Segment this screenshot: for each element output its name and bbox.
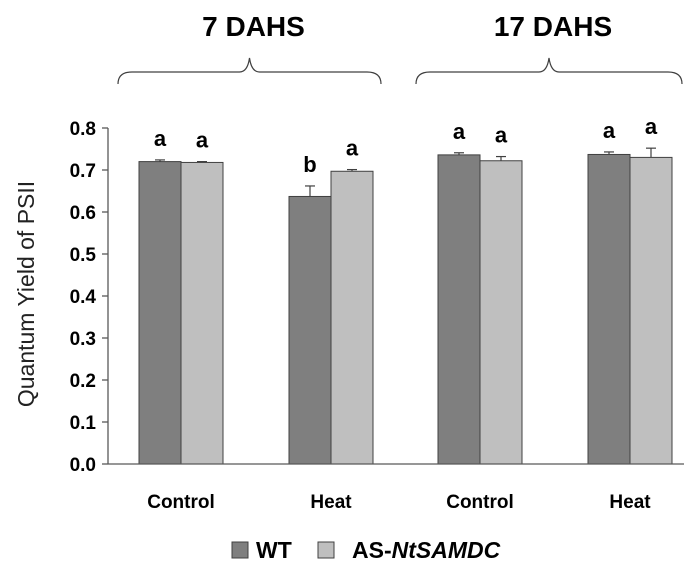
legend-swatch bbox=[317, 541, 335, 559]
bar bbox=[138, 161, 182, 465]
group-label: 7 DAHS bbox=[202, 11, 305, 42]
group-brace bbox=[415, 57, 683, 85]
y-tick-label: 0.1 bbox=[70, 413, 97, 434]
bar bbox=[587, 153, 631, 465]
x-tick-label: Heat bbox=[609, 492, 651, 513]
group-brace bbox=[117, 57, 382, 85]
y-tick-label: 0.0 bbox=[70, 455, 96, 476]
significance-letter: a bbox=[603, 118, 616, 143]
legend-label: AS-NtSAMDC bbox=[352, 537, 501, 563]
bar bbox=[629, 156, 673, 465]
significance-letter: b bbox=[303, 152, 316, 177]
y-tick-label: 0.8 bbox=[70, 119, 96, 140]
y-tick-label: 0.5 bbox=[70, 245, 97, 266]
significance-letter: a bbox=[154, 126, 167, 151]
significance-letter: a bbox=[453, 119, 466, 144]
significance-letter: a bbox=[346, 136, 359, 161]
y-tick-label: 0.7 bbox=[70, 161, 96, 182]
legend-label: WT bbox=[256, 537, 292, 563]
significance-letter: a bbox=[196, 128, 209, 153]
bar bbox=[180, 161, 224, 465]
y-axis: 0.0 0.1 0.2 0.3 0.4 0.5 0.6 0.7 0.8 bbox=[70, 119, 109, 476]
legend-swatch bbox=[231, 541, 249, 559]
y-tick-label: 0.4 bbox=[70, 287, 97, 308]
x-tick-label: Heat bbox=[310, 492, 352, 513]
bars: a b a a a a a a bbox=[138, 114, 673, 465]
y-tick-label: 0.3 bbox=[70, 329, 96, 350]
x-tick-label: Control bbox=[446, 492, 514, 513]
y-tick-label: 0.6 bbox=[70, 203, 96, 224]
bar bbox=[288, 195, 332, 465]
y-axis-label: Quantum Yield of PSII bbox=[13, 181, 39, 407]
group-labels: 7 DAHS 17 DAHS bbox=[117, 11, 683, 85]
legend: WT AS-NtSAMDC bbox=[231, 537, 501, 563]
bar bbox=[479, 160, 523, 465]
significance-letter: a bbox=[645, 114, 658, 139]
y-tick-label: 0.2 bbox=[70, 371, 96, 392]
x-axis: Control Heat Control Heat bbox=[108, 463, 684, 513]
x-tick-label: Control bbox=[147, 492, 215, 513]
significance-letter: a bbox=[495, 123, 508, 148]
group-label: 17 DAHS bbox=[494, 11, 612, 42]
bar bbox=[330, 170, 374, 465]
bar bbox=[437, 154, 481, 465]
